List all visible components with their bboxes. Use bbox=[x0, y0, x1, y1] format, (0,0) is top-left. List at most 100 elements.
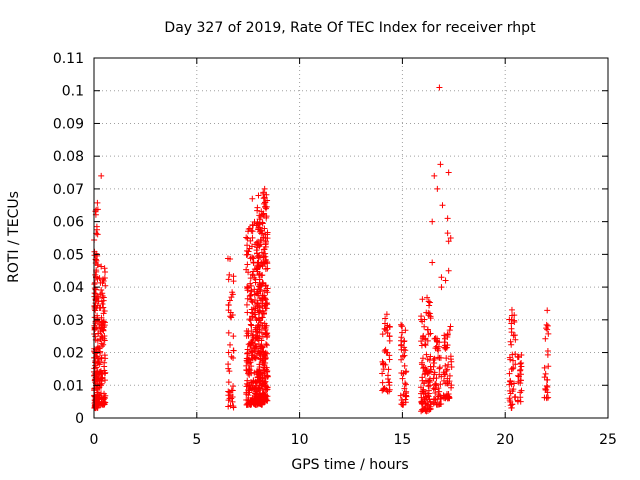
data-point bbox=[541, 364, 548, 371]
data-point bbox=[420, 380, 427, 387]
data-point bbox=[258, 342, 265, 349]
data-point bbox=[423, 309, 430, 316]
data-point bbox=[399, 375, 406, 382]
data-point bbox=[399, 401, 406, 408]
data-point bbox=[434, 335, 441, 342]
data-point bbox=[384, 322, 391, 329]
y-tick-label: 0.1 bbox=[62, 84, 84, 100]
data-point bbox=[225, 276, 232, 283]
data-point bbox=[246, 359, 253, 366]
data-point bbox=[261, 185, 268, 192]
data-point bbox=[517, 398, 524, 405]
data-point bbox=[227, 402, 234, 409]
data-point bbox=[91, 279, 98, 286]
data-point bbox=[250, 304, 257, 311]
data-point bbox=[511, 317, 518, 324]
data-point bbox=[259, 314, 266, 321]
data-point bbox=[243, 266, 250, 273]
data-point bbox=[248, 296, 255, 303]
data-point bbox=[249, 195, 256, 202]
data-point bbox=[545, 330, 552, 337]
data-point bbox=[445, 361, 452, 368]
data-point bbox=[431, 172, 438, 179]
data-point bbox=[247, 317, 254, 324]
data-point bbox=[98, 298, 105, 305]
data-point bbox=[423, 394, 430, 401]
data-point bbox=[261, 260, 268, 267]
data-point bbox=[101, 319, 108, 326]
data-point bbox=[433, 375, 440, 382]
data-point bbox=[423, 367, 430, 374]
data-point bbox=[508, 325, 515, 332]
data-point bbox=[448, 384, 455, 391]
data-point bbox=[243, 362, 250, 369]
data-point bbox=[386, 382, 393, 389]
data-point bbox=[444, 366, 451, 373]
data-point bbox=[253, 354, 260, 361]
data-point bbox=[98, 380, 105, 387]
data-point bbox=[441, 332, 448, 339]
x-tick-label: 5 bbox=[192, 432, 201, 448]
data-point bbox=[254, 286, 261, 293]
data-point bbox=[98, 263, 105, 270]
data-point bbox=[96, 400, 103, 407]
data-point bbox=[438, 274, 445, 281]
y-tick-label: 0.02 bbox=[53, 346, 84, 362]
data-point bbox=[264, 301, 271, 308]
data-point bbox=[97, 390, 104, 397]
data-point bbox=[243, 301, 250, 308]
data-point bbox=[443, 367, 450, 374]
data-point bbox=[255, 272, 262, 279]
data-point bbox=[403, 368, 410, 375]
data-point bbox=[95, 345, 102, 352]
data-point bbox=[507, 377, 514, 384]
data-point bbox=[230, 347, 237, 354]
data-point bbox=[448, 364, 455, 371]
data-point bbox=[517, 360, 524, 367]
data-point bbox=[243, 234, 250, 241]
data-point bbox=[403, 393, 410, 400]
data-point bbox=[437, 161, 444, 168]
data-point bbox=[436, 339, 443, 346]
data-point bbox=[259, 308, 266, 315]
data-point bbox=[435, 354, 442, 361]
data-point bbox=[97, 328, 104, 335]
data-point bbox=[442, 344, 449, 351]
chart-title: Day 327 of 2019, Rate Of TEC Index for r… bbox=[164, 20, 536, 36]
data-point bbox=[419, 374, 426, 381]
data-point bbox=[248, 355, 255, 362]
data-point bbox=[246, 382, 253, 389]
data-point bbox=[91, 354, 98, 361]
data-point bbox=[401, 362, 408, 369]
data-point bbox=[226, 389, 233, 396]
data-point bbox=[264, 373, 271, 380]
data-point bbox=[253, 371, 260, 378]
data-point bbox=[229, 398, 236, 405]
data-point bbox=[419, 355, 426, 362]
data-point bbox=[443, 379, 450, 386]
data-point bbox=[506, 387, 513, 394]
data-point bbox=[256, 324, 263, 331]
data-point bbox=[225, 365, 232, 372]
data-point bbox=[262, 296, 269, 303]
data-point bbox=[511, 332, 518, 339]
data-point bbox=[515, 353, 522, 360]
data-point bbox=[401, 385, 408, 392]
data-point bbox=[95, 325, 102, 332]
data-point bbox=[243, 247, 250, 254]
data-point bbox=[254, 368, 261, 375]
data-point bbox=[248, 287, 255, 294]
data-point bbox=[247, 379, 254, 386]
data-point bbox=[431, 371, 438, 378]
data-point bbox=[247, 341, 254, 348]
data-point bbox=[264, 285, 271, 292]
y-tick-label: 0.01 bbox=[53, 378, 84, 394]
data-point bbox=[259, 220, 266, 227]
data-point bbox=[421, 341, 428, 348]
data-point bbox=[427, 382, 434, 389]
data-point bbox=[399, 352, 406, 359]
data-point bbox=[100, 304, 107, 311]
data-point bbox=[427, 353, 434, 360]
data-point bbox=[98, 354, 105, 361]
